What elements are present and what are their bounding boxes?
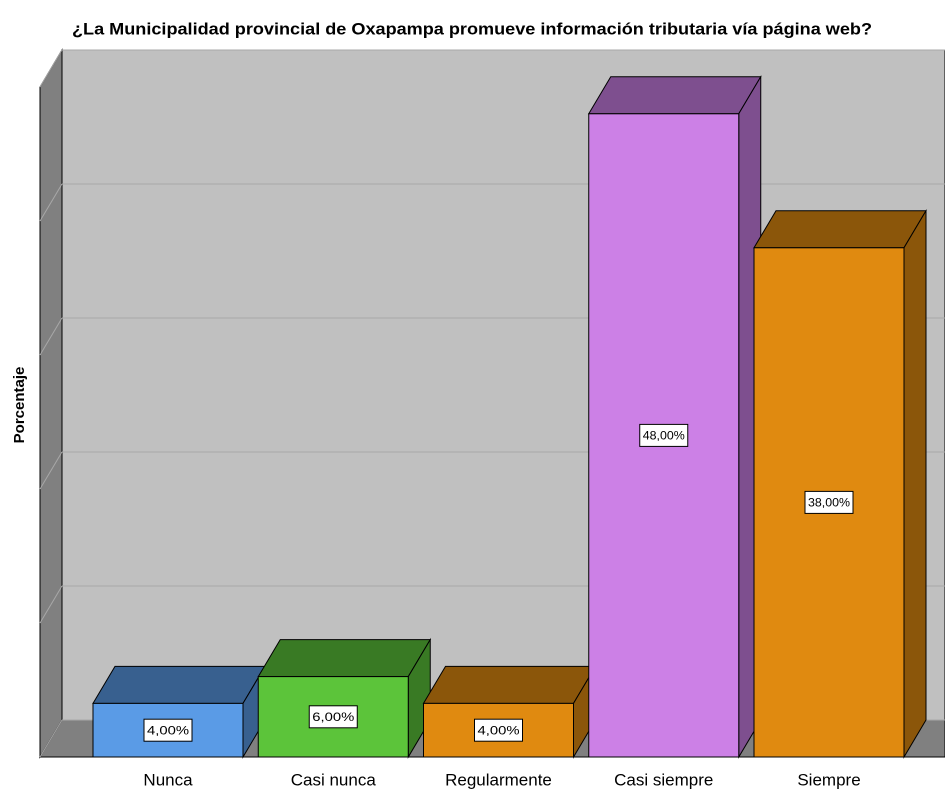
value-label: 48,00%	[643, 429, 685, 443]
x-tick-label: Casi siempre	[614, 770, 713, 789]
x-tick-label: Regularmente	[445, 770, 552, 789]
bar-top	[587, 76, 762, 115]
bar-top	[422, 665, 597, 704]
y-axis-label: Porcentaje	[11, 367, 28, 444]
x-tick-label: Nunca	[143, 770, 193, 789]
x-tick-label: Siempre	[797, 770, 860, 789]
grid-line-wall	[39, 585, 63, 624]
grid-line-wall	[39, 719, 63, 758]
bar-top	[753, 210, 927, 249]
grid-line-wall	[39, 49, 63, 88]
bar-top	[257, 639, 432, 678]
value-label-box	[143, 718, 193, 742]
grid-line-wall	[39, 317, 63, 356]
value-label: 38,00%	[808, 496, 850, 510]
grid-line-wall	[39, 451, 63, 490]
value-label-box	[474, 718, 523, 742]
value-label-box	[804, 490, 854, 514]
value-label: 6,00%	[312, 710, 354, 724]
x-tick-label: Casi nunca	[291, 770, 377, 789]
chart-title: ¿La Municipalidad provincial de Oxapampa…	[72, 19, 872, 38]
grid-line-wall	[39, 183, 63, 222]
bar-top	[92, 665, 266, 704]
bar-side	[903, 208, 927, 759]
value-label-box	[308, 705, 358, 729]
bar	[423, 702, 574, 758]
value-label: 4,00%	[478, 723, 520, 737]
value-label: 4,00%	[147, 723, 189, 737]
value-label-box	[639, 423, 689, 447]
left-wall	[39, 48, 63, 759]
